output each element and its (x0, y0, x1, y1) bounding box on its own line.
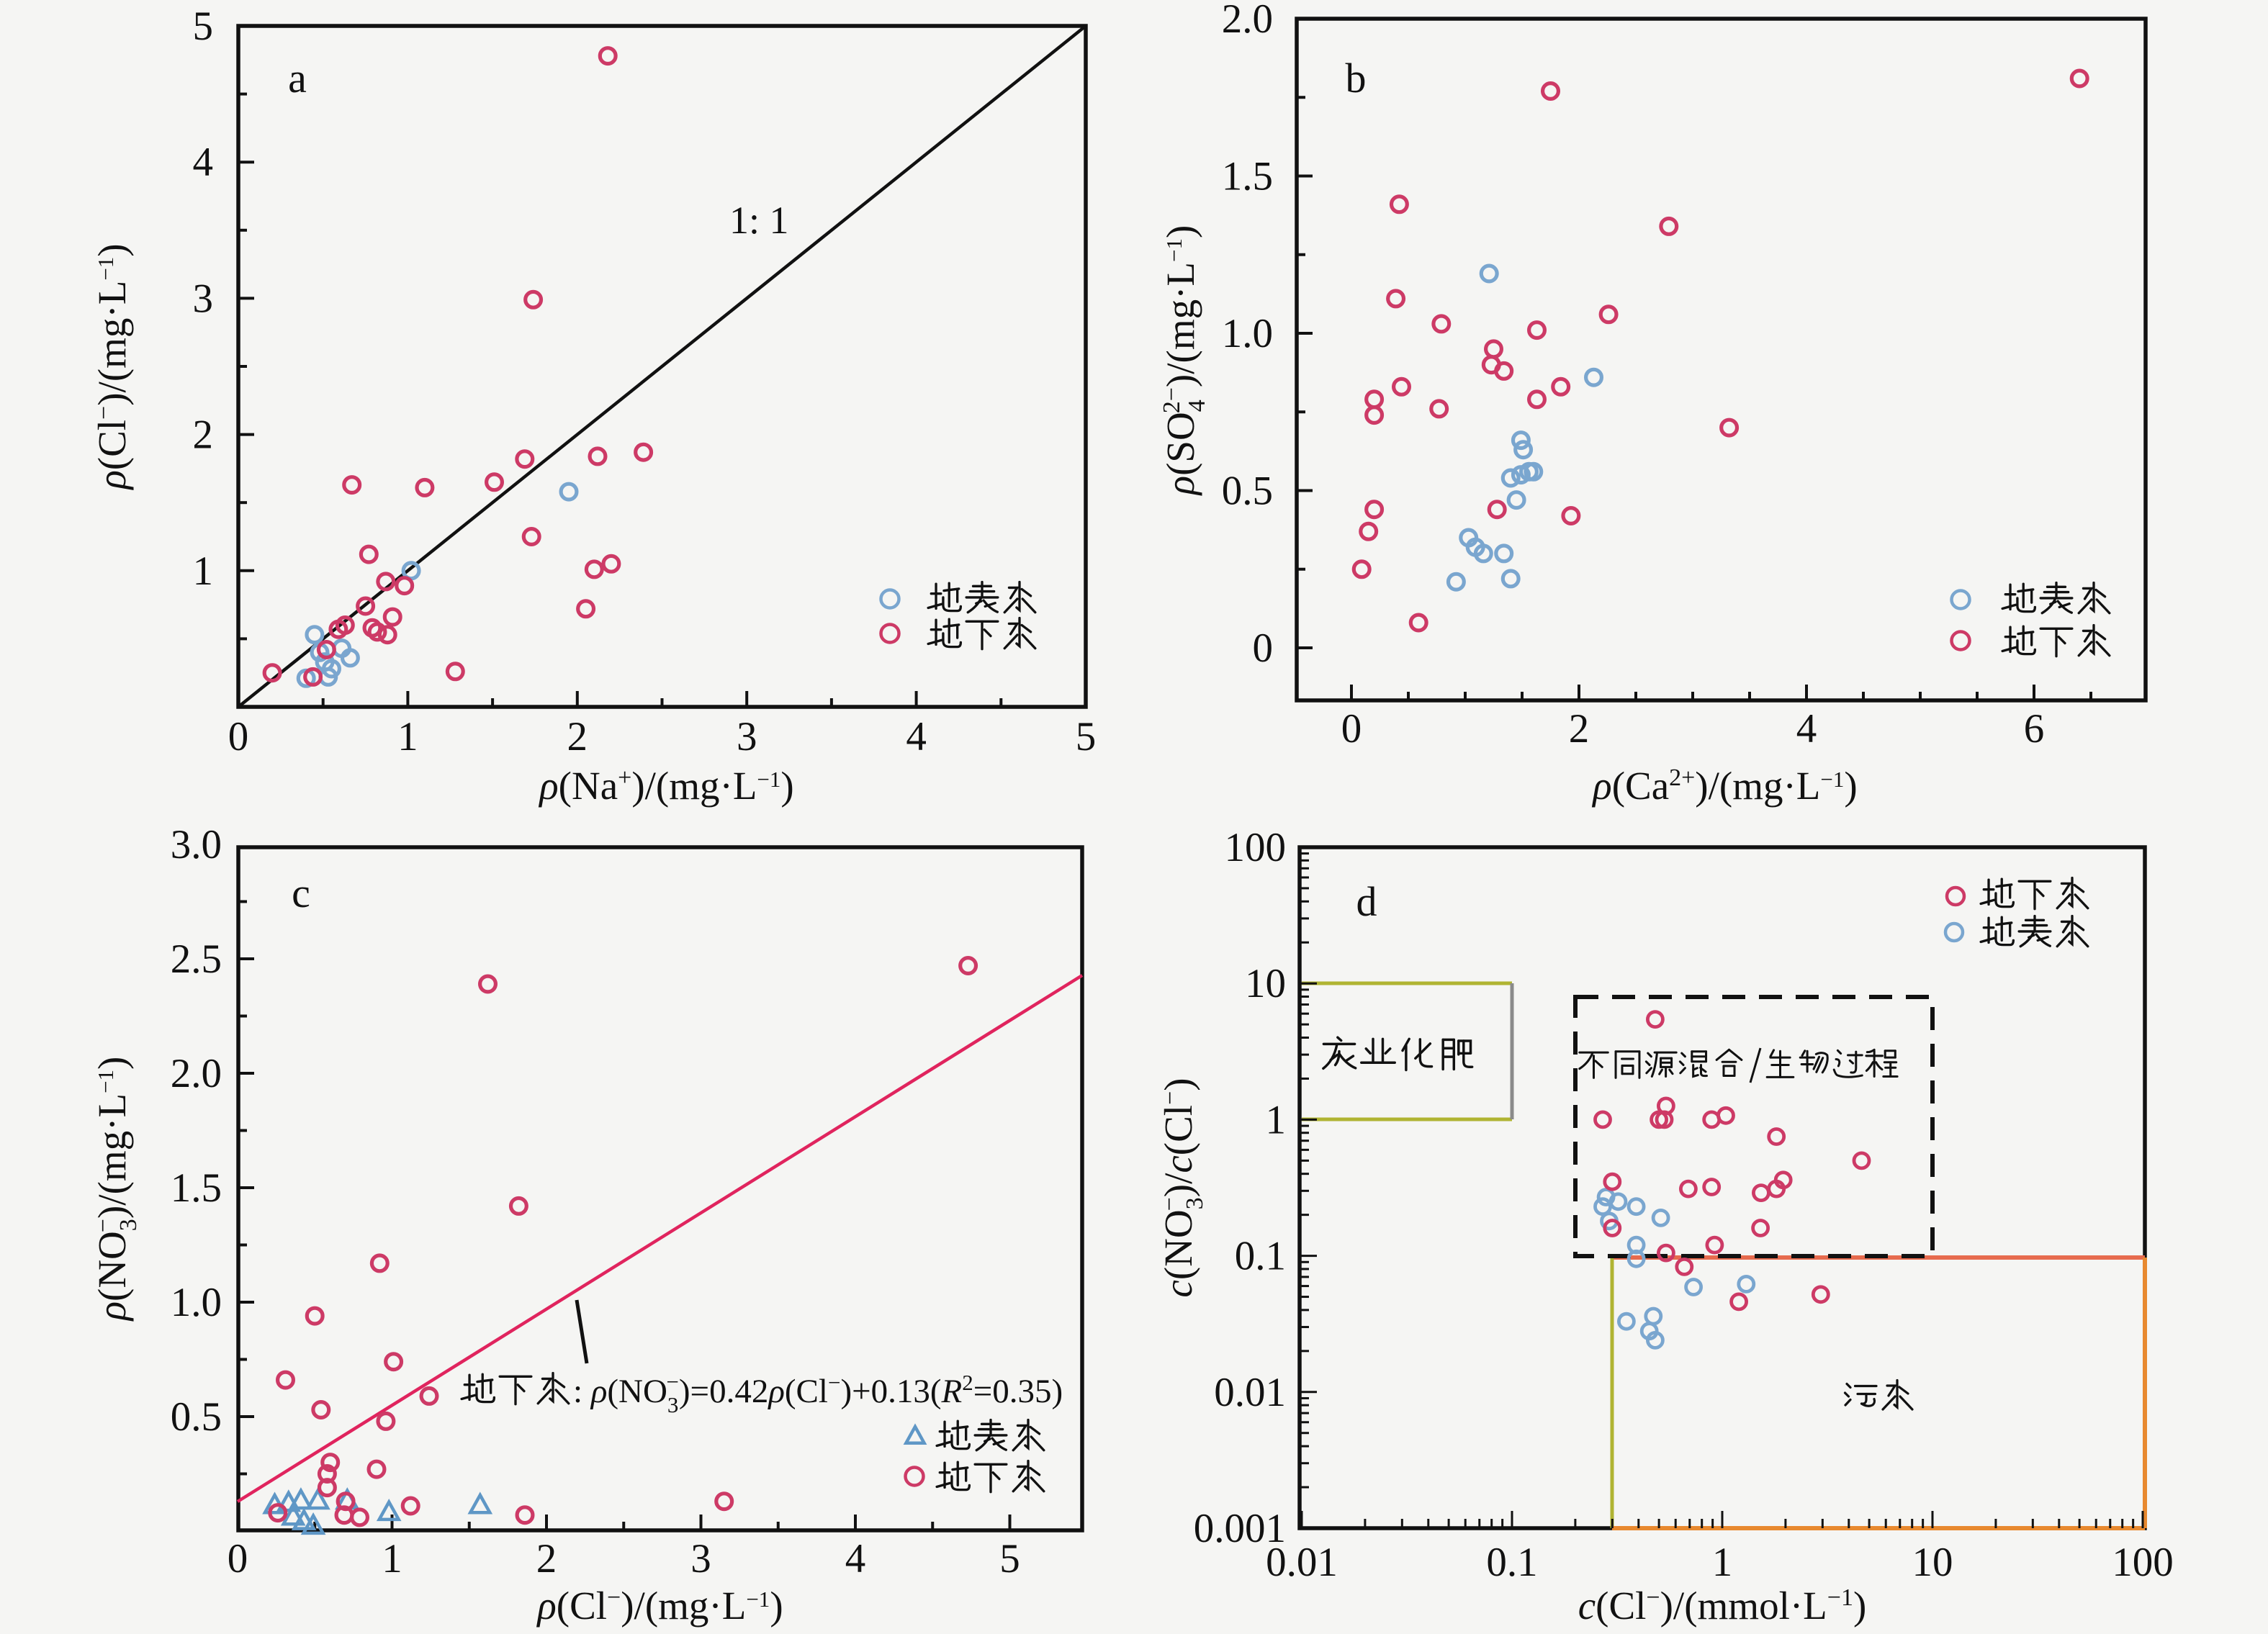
svg-text:1: 1: 1: 1 (729, 199, 789, 242)
svg-text:2: 2 (567, 714, 588, 759)
svg-text:5: 5 (999, 1536, 1020, 1581)
svg-text:1: 1 (1266, 1097, 1287, 1142)
svg-text:2: 2 (1569, 706, 1590, 751)
svg-text:2.5: 2.5 (171, 936, 222, 982)
svg-text:1.5: 1.5 (1222, 154, 1273, 199)
svg-text:3: 3 (690, 1536, 711, 1581)
svg-text:5: 5 (1076, 714, 1097, 759)
svg-text:1.5: 1.5 (171, 1165, 222, 1211)
svg-text:c: c (292, 870, 310, 916)
svg-text:: ρ(NO3−)=0.42ρ(Cl−​)+0.13(R2​: : ρ(NO3−)=0.42ρ(Cl−​)+0.13(R2​=0.35) (573, 1369, 1063, 1417)
svg-text:0: 0 (1341, 706, 1362, 751)
svg-text:100: 100 (1225, 825, 1287, 870)
svg-text:10: 10 (1245, 961, 1286, 1006)
svg-text:0.1: 0.1 (1235, 1234, 1286, 1279)
svg-text:6: 6 (2024, 706, 2045, 751)
svg-text:ρ(SO42−)/(mg·L−1​): ρ(SO42−)/(mg·L−1​) (1158, 225, 1210, 497)
svg-text:0.5: 0.5 (1222, 469, 1273, 514)
svg-text:ρ(Cl−​)/(mg·L−1​): ρ(Cl−​)/(mg·L−1​) (536, 1584, 783, 1628)
svg-text:3: 3 (737, 714, 757, 759)
svg-text:0: 0 (228, 1536, 248, 1581)
svg-text:0: 0 (1253, 626, 1274, 671)
svg-text:2: 2 (193, 412, 214, 458)
svg-text:ρ(NO3−)/(mg·L−1​): ρ(NO3−)/(mg·L−1​) (90, 1057, 142, 1322)
svg-text:b: b (1346, 55, 1367, 101)
svg-text:5: 5 (193, 4, 214, 49)
svg-text:ρ(Cl−​)/(mg·L−1​): ρ(Cl−​)/(mg·L−1​) (90, 243, 134, 490)
svg-text:1.0: 1.0 (1222, 311, 1273, 356)
svg-text:ρ(Ca2+​)/(mg·L−1​): ρ(Ca2+​)/(mg·L−1​) (1591, 764, 1857, 808)
svg-text:4: 4 (193, 140, 214, 185)
svg-text:2.0: 2.0 (1222, 0, 1273, 42)
svg-text:0: 0 (228, 714, 249, 759)
svg-text:0.5: 0.5 (171, 1394, 222, 1440)
svg-text:4: 4 (1796, 706, 1817, 751)
svg-text:1.0: 1.0 (171, 1280, 222, 1325)
svg-text:100: 100 (2112, 1540, 2174, 1585)
svg-text:2.0: 2.0 (171, 1051, 222, 1096)
svg-text:3.0: 3.0 (171, 822, 222, 867)
svg-text:0.01: 0.01 (1266, 1540, 1338, 1585)
svg-text:4: 4 (906, 714, 927, 759)
svg-text:1: 1 (1712, 1540, 1733, 1585)
svg-text:2: 2 (536, 1536, 557, 1581)
svg-text:0.01: 0.01 (1214, 1370, 1286, 1415)
svg-text:1: 1 (193, 549, 214, 594)
svg-text:c(Cl−​)/(mmol·L−1​): c(Cl−​)/(mmol·L−1​) (1578, 1584, 1867, 1628)
svg-text:0.1: 0.1 (1486, 1540, 1537, 1585)
svg-text:10: 10 (1912, 1540, 1953, 1585)
svg-text:3: 3 (193, 276, 214, 321)
svg-text:1: 1 (397, 714, 418, 759)
svg-text:1: 1 (382, 1536, 402, 1581)
svg-text:ρ(Na+​)/(mg·L−1​): ρ(Na+​)/(mg·L−1​) (538, 764, 793, 808)
svg-text:a: a (288, 55, 307, 101)
svg-text:4: 4 (845, 1536, 866, 1581)
svg-text:d: d (1356, 878, 1377, 925)
svg-text:c(NO3−)/c(Cl−​): c(NO3−)/c(Cl−​) (1156, 1078, 1208, 1297)
svg-text:0.001: 0.001 (1194, 1506, 1286, 1551)
